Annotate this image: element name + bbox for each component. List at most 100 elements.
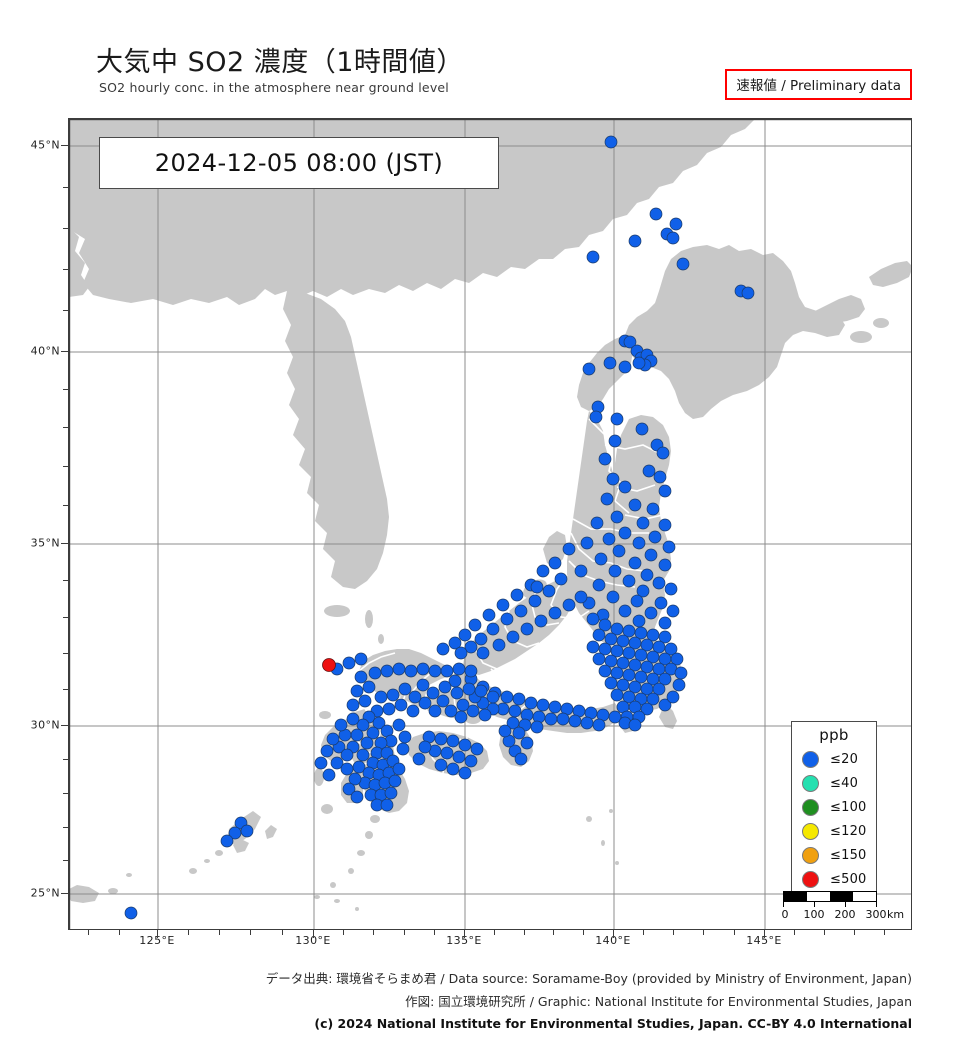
legend-color-swatch-le120	[802, 822, 819, 840]
x-minor-tick	[494, 930, 495, 935]
scale-label-200: 200	[834, 908, 856, 921]
legend-label-le500: ≤500	[830, 871, 867, 887]
legend-label-le120: ≤120	[830, 823, 867, 839]
station-marker-kagoshima-red	[322, 658, 336, 672]
legend-item-le120[interactable]: ≤120	[792, 819, 876, 843]
stations-le20	[124, 135, 755, 920]
y-minor-tick	[63, 759, 69, 760]
x-tick-label-130E: 130°E	[295, 934, 331, 947]
page-title: 大気中 SO2 濃度（1時間値）	[96, 47, 464, 78]
legend-item-le500[interactable]: ≤500	[792, 867, 876, 891]
legend-label-le20: ≤20	[830, 751, 859, 767]
legend-item-le100[interactable]: ≤100	[792, 795, 876, 819]
legend-box: ppb ≤20 ≤40 ≤100 ≤120 ≤150	[791, 721, 877, 898]
x-minor-tick	[373, 930, 374, 935]
scale-seg-1	[784, 892, 807, 901]
x-minor-tick	[219, 930, 220, 935]
legend-color-swatch-le100	[802, 798, 819, 816]
x-tick-label-140E: 140°E	[595, 934, 631, 947]
legend-color-swatch-le150	[802, 846, 819, 864]
footer-data-source: データ出典: 環境省そらまめ君 / Data source: Soramame-…	[265, 971, 912, 986]
scale-seg-4	[853, 892, 876, 901]
x-minor-tick	[524, 930, 525, 935]
x-minor-tick	[884, 930, 885, 935]
x-tick-label-125E: 125°E	[139, 934, 175, 947]
x-minor-tick	[794, 930, 795, 935]
legend-label-le40: ≤40	[830, 775, 859, 791]
scale-tick-100	[814, 902, 815, 907]
y-tick-30N	[61, 725, 69, 726]
legend-item-le40[interactable]: ≤40	[792, 771, 876, 795]
scale-label-100: 100	[803, 908, 825, 921]
legend-label-le100: ≤100	[830, 799, 867, 815]
scale-seg-3	[830, 892, 853, 901]
timestamp-box: 2024-12-05 08:00 (JST)	[99, 137, 499, 189]
x-minor-tick	[119, 930, 120, 935]
y-minor-tick	[63, 689, 69, 690]
y-tick-45N	[61, 145, 69, 146]
footer-graphic-credit: 作図: 国立環境研究所 / Graphic: National Institut…	[405, 994, 912, 1009]
page-subtitle: SO2 hourly conc. in the atmosphere near …	[99, 80, 449, 95]
y-minor-tick	[63, 827, 69, 828]
y-tick-label-35N: 35°N	[30, 536, 60, 550]
x-minor-tick	[343, 930, 344, 935]
x-minor-tick	[434, 930, 435, 935]
y-minor-tick	[63, 228, 69, 229]
y-tick-35N	[61, 543, 69, 544]
legend-item-le150[interactable]: ≤150	[792, 843, 876, 867]
station-markers	[124, 135, 755, 920]
y-minor-tick	[63, 187, 69, 188]
x-minor-tick	[643, 930, 644, 935]
x-tick-130E	[313, 930, 314, 938]
x-tick-145E	[764, 930, 765, 938]
y-tick-25N	[61, 893, 69, 894]
x-minor-tick	[553, 930, 554, 935]
x-tick-label-135E: 135°E	[446, 934, 482, 947]
scale-bar-segments	[783, 891, 877, 902]
y-tick-label-30N: 30°N	[30, 718, 60, 732]
scale-seg-2	[807, 892, 830, 901]
legend-title: ppb	[819, 726, 849, 744]
legend-color-swatch-le500	[802, 870, 819, 888]
map-canvas[interactable]: 2024-12-05 08:00 (JST) ppb ≤20 ≤40 ≤100 …	[68, 118, 912, 930]
scale-tick-0	[783, 902, 784, 907]
scale-bar-ticks	[783, 902, 877, 907]
legend-item-le20[interactable]: ≤20	[792, 747, 876, 771]
y-minor-tick	[63, 580, 69, 581]
y-minor-tick	[63, 466, 69, 467]
y-minor-tick	[63, 793, 69, 794]
x-tick-label-145E: 145°E	[746, 934, 782, 947]
legend-color-swatch-le20	[802, 750, 819, 768]
x-tick-125E	[157, 930, 158, 938]
x-minor-tick	[734, 930, 735, 935]
scale-label-300: 300	[865, 908, 887, 921]
x-minor-tick	[854, 930, 855, 935]
x-minor-tick	[404, 930, 405, 935]
x-minor-tick	[282, 930, 283, 935]
x-minor-tick	[188, 930, 189, 935]
scale-label-0: 0	[781, 908, 789, 921]
x-minor-tick	[88, 930, 89, 935]
x-tick-140E	[613, 930, 614, 938]
map-svg	[69, 119, 911, 929]
x-minor-tick	[824, 930, 825, 935]
y-tick-label-45N: 45°N	[30, 138, 60, 152]
x-minor-tick	[703, 930, 704, 935]
legend-label-le150: ≤150	[830, 847, 867, 863]
x-tick-135E	[464, 930, 465, 938]
x-minor-tick	[583, 930, 584, 935]
y-minor-tick	[63, 860, 69, 861]
y-minor-tick	[63, 389, 69, 390]
preliminary-data-badge: 速報値 / Preliminary data	[725, 69, 912, 100]
scale-tick-200	[845, 902, 846, 907]
scale-bar-labels: 0 100 200 300 km	[781, 908, 911, 922]
x-minor-tick	[250, 930, 251, 935]
y-tick-label-40N: 40°N	[30, 344, 60, 358]
legend-color-swatch-le40	[802, 774, 819, 792]
footer-copyright: (c) 2024 National Institute for Environm…	[314, 1016, 912, 1031]
y-tick-40N	[61, 351, 69, 352]
y-minor-tick	[63, 653, 69, 654]
x-minor-tick	[673, 930, 674, 935]
y-minor-tick	[63, 505, 69, 506]
